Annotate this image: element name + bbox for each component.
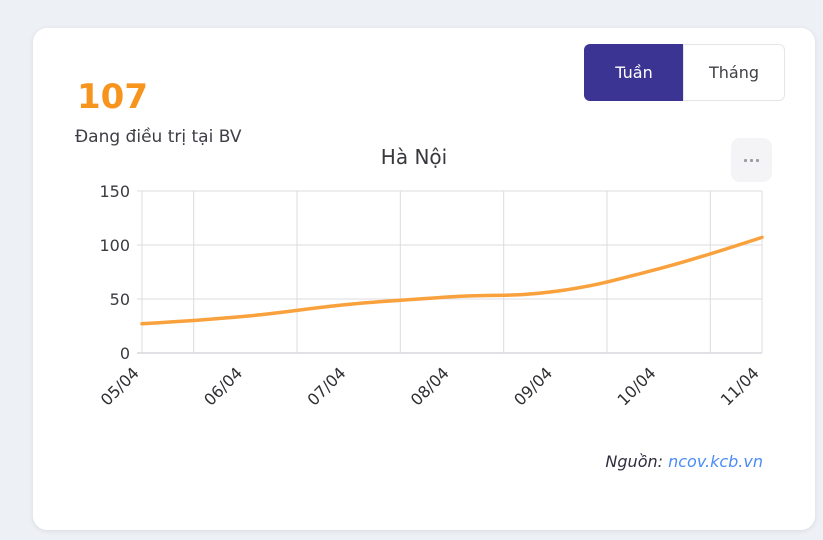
x-tick-label: 06/04 [200,363,246,409]
x-tick-label: 10/04 [613,363,659,409]
period-tabs: Tuần Tháng [584,44,785,101]
source-label: Nguồn: [605,452,664,471]
line-chart: 0 50 100 150 05/04 06/04 07/04 08/04 09/04 10/04 1… [97,182,764,409]
y-tick-label: 100 [99,236,130,255]
tab-week[interactable]: Tuần [584,44,683,101]
tab-month[interactable]: Tháng [683,44,785,101]
stat-value: 107 [77,77,148,117]
more-options-button[interactable] [731,138,772,182]
x-tick-label: 05/04 [97,363,143,409]
y-tick-label: 0 [120,344,130,363]
x-tick-label: 11/04 [717,363,763,409]
x-tick-label: 09/04 [510,363,556,409]
stat-card: 107 Đang điều trị tại BV Tuần Tháng Hà N… [33,28,815,530]
data-line [140,235,764,326]
x-tick-label: 07/04 [303,363,349,409]
more-options-icon [744,158,759,162]
y-tick-label: 150 [99,182,130,201]
source-link[interactable]: ncov.kcb.vn [668,452,763,471]
x-tick-label: 08/04 [407,363,453,409]
y-tick-label: 50 [110,290,130,309]
stat-label: Đang điều trị tại BV [75,127,242,147]
source-note: Nguồn: ncov.kcb.vn [605,452,763,471]
chart-title: Hà Nội [380,145,448,169]
